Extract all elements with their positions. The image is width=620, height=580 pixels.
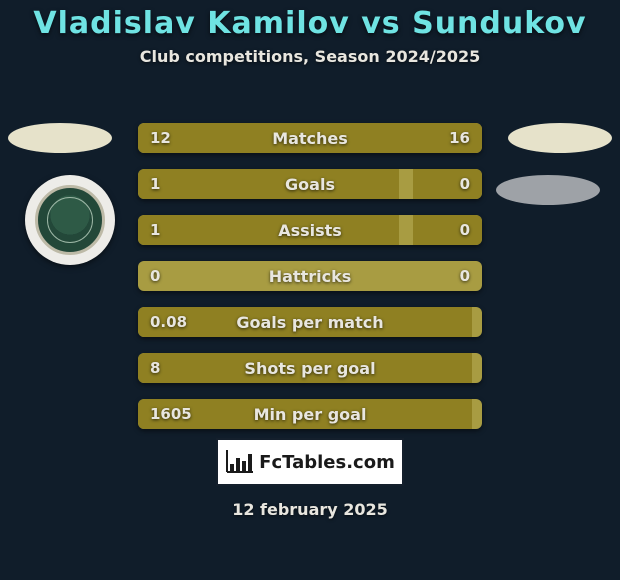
bar-value-right: 0 xyxy=(460,169,470,199)
club-right-badge xyxy=(496,175,600,205)
bar-value-left: 1 xyxy=(150,215,160,245)
barchart-icon xyxy=(225,450,253,474)
bar-label: Goals per match xyxy=(138,307,482,337)
player-left-badge xyxy=(8,123,112,153)
stat-row: Goals1 0 xyxy=(138,169,482,199)
bar-value-right: 0 xyxy=(460,215,470,245)
bar-value-right: 0 xyxy=(460,261,470,291)
bar-label: Goals xyxy=(138,169,482,199)
subtitle: Club competitions, Season 2024/2025 xyxy=(0,47,620,66)
site-logo: FcTables.com xyxy=(216,438,404,486)
bar-value-left: 0 xyxy=(150,261,160,291)
bar-value-right: 16 xyxy=(449,123,470,153)
bar-value-left: 8 xyxy=(150,353,160,383)
bar-value-left: 0.08 xyxy=(150,307,187,337)
club-crest-icon xyxy=(25,175,115,265)
comparison-infographic: Vladislav Kamilov vs Sundukov Club compe… xyxy=(0,0,620,580)
player-right-badge xyxy=(508,123,612,153)
player-left-ellipse xyxy=(8,123,112,153)
stat-bars: Matches1216Goals10Assists10Hattricks00Go… xyxy=(138,123,482,445)
club-right-ellipse xyxy=(496,175,600,205)
bar-label: Shots per goal xyxy=(138,353,482,383)
stat-row: Hattricks0 0 xyxy=(138,261,482,291)
page-title: Vladislav Kamilov vs Sundukov xyxy=(0,0,620,41)
bar-label: Matches xyxy=(138,123,482,153)
stat-row: Shots per goal8 xyxy=(138,353,482,383)
site-logo-text: FcTables.com xyxy=(259,452,395,473)
date-label: 12 february 2025 xyxy=(0,500,620,519)
bar-value-left: 12 xyxy=(150,123,171,153)
club-crest-inner-icon xyxy=(35,185,105,255)
bar-value-left: 1 xyxy=(150,169,160,199)
player-right-ellipse xyxy=(508,123,612,153)
stat-row: Assists1 0 xyxy=(138,215,482,245)
stat-row: Matches12 16 xyxy=(138,123,482,153)
bar-label: Hattricks xyxy=(138,261,482,291)
bar-value-left: 1605 xyxy=(150,399,192,429)
bar-label: Assists xyxy=(138,215,482,245)
stat-row: Goals per match0.08 xyxy=(138,307,482,337)
club-left-badge xyxy=(25,175,115,265)
stat-row: Min per goal1605 xyxy=(138,399,482,429)
